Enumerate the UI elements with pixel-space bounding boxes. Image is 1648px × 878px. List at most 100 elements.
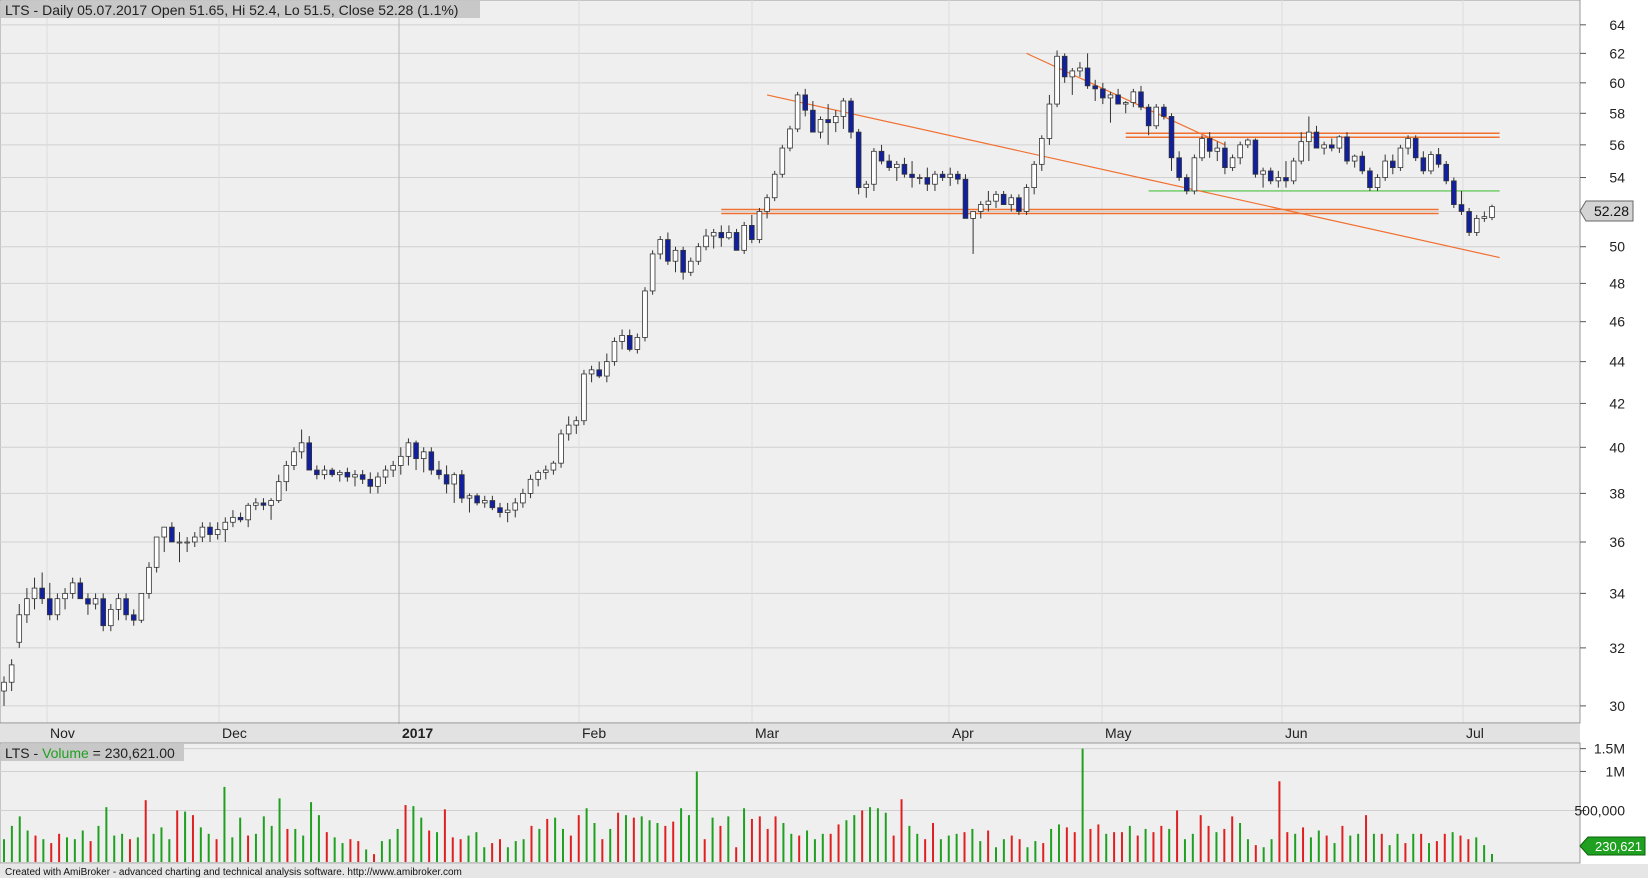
volume-tick-label-2: 1.5M [1594,741,1625,757]
volume-bar-50 [396,828,399,862]
candle-124 [947,167,953,186]
date-label-8: Jul [1466,725,1484,741]
candle-148 [1130,88,1137,108]
candle-159 [1214,141,1221,162]
candle-body-128 [977,204,984,212]
volume-bar-25 [199,827,202,862]
candle-11 [85,593,91,615]
candle-165 [1260,167,1266,188]
candle-body-76 [581,373,587,422]
candle-29 [222,517,229,543]
candle-body-66 [504,509,511,513]
volume-title-prefix: LTS - [5,745,42,761]
price-tick-label-15: 60 [1609,75,1625,91]
date-label-3: Feb [582,725,606,741]
volume-bar-137 [1081,748,1084,862]
candle-body-189 [1443,163,1449,182]
candle-body-111 [848,100,854,133]
trend-line-3 [766,94,1500,259]
candle-15 [115,593,122,621]
volume-bar-124 [979,841,982,862]
volume-bar-155 [1223,828,1226,862]
volume-bar-156 [1231,816,1234,862]
volume-bar-93 [735,847,738,862]
candle-body-123 [939,173,946,178]
volume-bar-92 [727,816,730,862]
candle-55 [420,447,427,473]
volume-bar-36 [286,828,289,862]
volume-bar-160 [1262,847,1265,862]
candle-176 [1344,132,1350,165]
volume-bar-102 [806,830,809,862]
volume-bar-104 [821,833,824,862]
candle-body-176 [1344,136,1350,162]
candle-117 [894,161,900,181]
volume-bar-181 [1428,843,1431,862]
candle-body-32 [245,504,251,521]
volume-title-series: Volume [42,745,89,761]
candle-body-68 [520,493,526,504]
volume-bar-49 [388,839,391,862]
candle-70 [535,470,541,487]
candle-67 [512,498,519,518]
volume-bar-45 [357,841,360,862]
candle-57 [436,460,442,480]
candle-7 [54,593,61,621]
volume-bar-12 [97,825,100,862]
volume-bar-66 [522,839,525,862]
price-tick-label-1: 32 [1609,640,1625,656]
volume-bar-20 [160,827,163,862]
volume-bar-78 [617,812,620,862]
volume-bar-8 [65,837,68,862]
candle-132 [1008,194,1015,212]
candle-body-17 [130,614,137,621]
candle-body-110 [840,100,847,117]
candle-body-88 [672,249,679,262]
candle-body-0 [1,681,7,692]
candle-body-121 [924,177,931,185]
candle-body-14 [108,608,114,627]
candle-body-94 [718,232,725,239]
candle-body-89 [680,249,686,273]
candle-194 [1481,211,1488,222]
volume-bar-62 [491,843,494,862]
volume-bar-34 [270,825,273,862]
candle-body-12 [92,598,99,605]
candle-body-22 [169,526,175,543]
candle-body-192 [1466,211,1472,233]
candles [1,50,1495,706]
candle-body-114 [871,150,877,185]
candle-25 [192,532,198,548]
candle-body-178 [1359,155,1366,172]
candle-body-154 [1176,157,1182,178]
volume-bar-27 [215,839,218,862]
candle-body-173 [1321,144,1327,149]
volume-bar-38 [302,835,305,862]
candle-body-172 [1313,131,1320,149]
date-axis-bg [0,724,1580,743]
candle-body-70 [535,471,541,480]
candle-body-100 [764,197,770,212]
candle-body-83 [634,337,641,350]
candle-128 [977,201,984,219]
volume-bar-169 [1333,843,1336,862]
candle-body-127 [970,211,976,219]
candle-body-78 [596,369,602,377]
candle-10 [77,577,84,600]
volume-axis: 500,000 1M 1.5M [1574,741,1625,819]
volume-bar-166 [1309,837,1312,862]
candle-43 [329,467,335,477]
volume-bar-67 [530,825,533,862]
candle-body-108 [825,119,831,124]
candle-body-120 [916,177,923,179]
volume-bar-31 [247,835,250,862]
price-axis: 303234363840424446485052545658606264 [1580,17,1625,714]
volume-title: LTS - Volume = 230,621.00 [5,745,175,761]
volume-bar-5 [42,839,45,862]
candle-body-39 [298,442,305,453]
volume-bar-58 [459,839,462,862]
candle-body-40 [306,442,312,471]
volume-bar-47 [373,854,376,862]
volume-tick-label-0: 500,000 [1574,802,1625,818]
candle-body-160 [1222,147,1228,169]
